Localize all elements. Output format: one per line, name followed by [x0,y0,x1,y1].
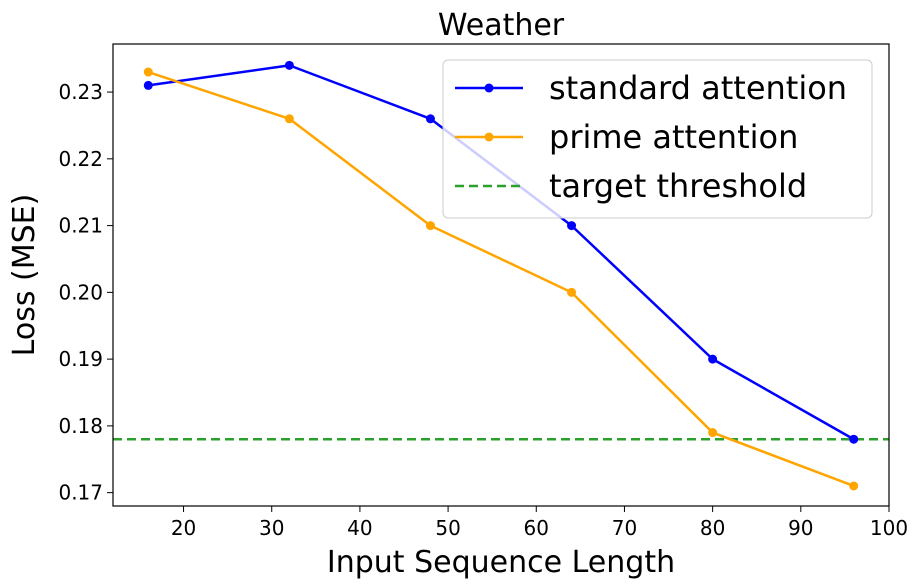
legend-marker-prime-attention [484,132,494,142]
series-1-point [284,60,294,70]
x-tick-label: 20 [171,516,196,540]
legend-label-standard-attention: standard attention [549,69,847,107]
y-tick-label: 0.19 [58,347,103,371]
y-tick-label: 0.23 [58,80,103,104]
plot-frame [112,43,890,507]
series-2-point [143,67,153,77]
x-tick-label: 100 [870,516,908,540]
x-tick-label: 80 [700,516,725,540]
chart-title: Weather [438,8,565,43]
x-tick-label: 40 [347,516,372,540]
series-2-point [849,481,859,491]
y-tick-label: 0.18 [58,414,103,438]
series-line-2 [147,70,855,488]
series-1-point [849,434,859,444]
x-tick-label: 60 [524,516,549,540]
series-2-point [425,221,435,231]
x-tick-label: 70 [612,516,637,540]
y-tick-label: 0.21 [58,214,103,238]
x-tick-label: 90 [788,516,813,540]
legend-box [442,59,873,219]
axis-ticks: 20 30 40 50 60 70 80 90 100 0.17 0.18 0.19 0.20 0.21 0… [58,80,908,540]
x-tick-label: 50 [435,516,460,540]
legend-marker-standard-attention [484,83,494,93]
series-2-point [284,114,294,124]
y-tick-label: 0.20 [58,280,103,304]
series-1-point [567,221,577,231]
y-tick-label: 0.17 [58,481,103,505]
series-2-point [567,287,577,297]
legend: standard attention prime attention target … [442,59,873,219]
series-1-point [143,80,153,90]
legend-label-prime-attention: prime attention [549,118,798,156]
y-axis-title: Loss (MSE) [7,194,42,357]
series-1-point [425,114,435,124]
x-axis-title: Input Sequence Length [327,545,675,580]
legend-label-target-threshold: target threshold [549,167,807,205]
y-tick-label: 0.22 [58,147,103,171]
series-2-point [708,428,718,438]
series-1-point [708,354,718,364]
x-tick-label: 30 [259,516,284,540]
